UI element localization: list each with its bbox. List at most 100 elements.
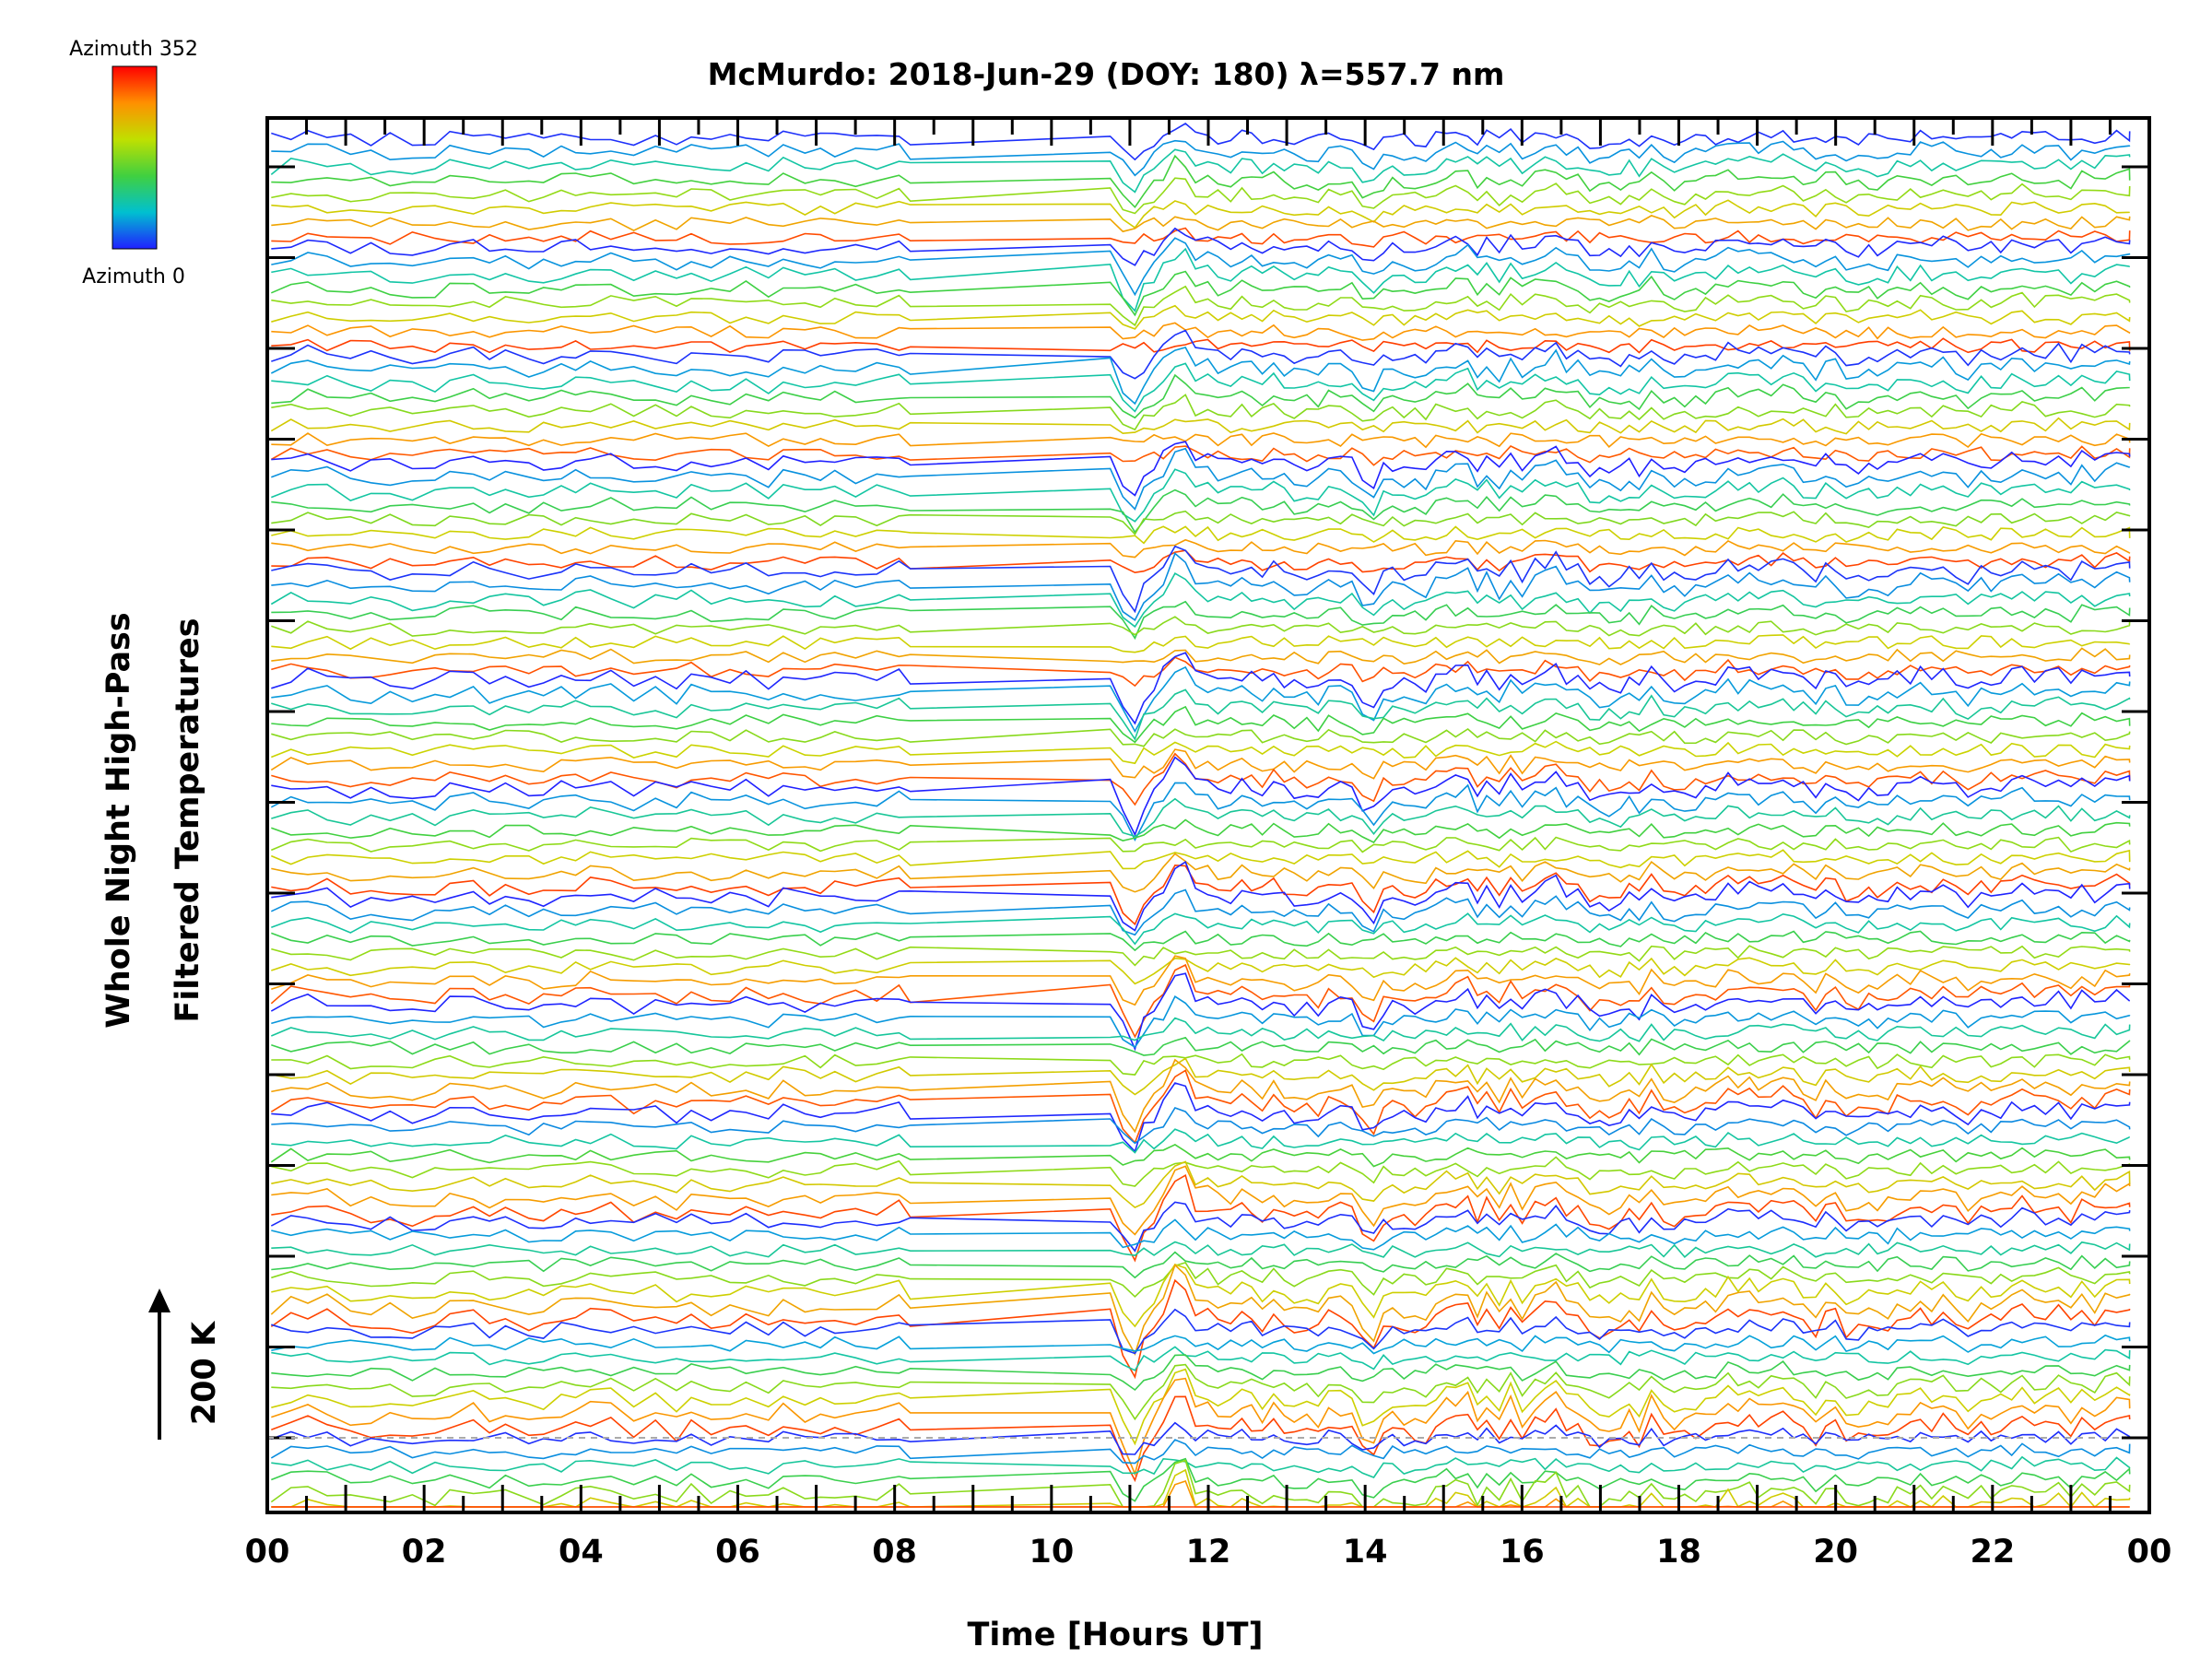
scale-indicator: 200 K <box>148 1288 223 1440</box>
series-line-54 <box>271 853 2131 893</box>
series-line-45 <box>271 740 2131 765</box>
series-line-0 <box>271 123 2131 161</box>
x-tick-label: 12 <box>1186 1534 1231 1571</box>
series-line-9 <box>271 237 2131 297</box>
series-line-92 <box>271 1363 2131 1421</box>
series-line-78 <box>271 1165 2131 1236</box>
series-line-46 <box>270 748 2131 780</box>
series-line-10 <box>271 247 2131 312</box>
series-line-64 <box>270 972 2131 1052</box>
series-line-3 <box>271 154 2131 209</box>
series-line-79 <box>271 1173 2131 1263</box>
series-line-65 <box>271 995 2131 1049</box>
series-line-99 <box>271 1457 2131 1502</box>
series-line-5 <box>271 199 2130 229</box>
series-line-25 <box>271 447 2131 511</box>
series-line-34 <box>270 571 2131 629</box>
series-line-56 <box>271 860 2131 932</box>
series-line-60 <box>271 945 2131 967</box>
series-line-27 <box>271 488 2131 534</box>
colorbar-bottom-label: Azimuth 0 <box>82 265 185 288</box>
series-line-42 <box>271 688 2131 741</box>
series-line-69 <box>271 1057 2131 1096</box>
series-line-85 <box>271 1263 2131 1328</box>
colorbar: Azimuth 352 Azimuth 0 <box>69 38 198 288</box>
series-line-52 <box>270 836 2131 853</box>
series-line-1 <box>271 139 2131 177</box>
x-tick-label: 10 <box>1029 1534 1074 1571</box>
series-line-76 <box>271 1156 2131 1187</box>
series-line-49 <box>270 782 2131 841</box>
series-line-21 <box>270 417 2131 435</box>
series-line-6 <box>271 215 2131 233</box>
x-tick-label: 06 <box>715 1534 760 1571</box>
x-tick-label: 20 <box>1813 1534 1858 1571</box>
x-tick-label: 22 <box>1970 1534 2015 1571</box>
series-line-71 <box>270 1069 2131 1145</box>
series-line-50 <box>271 797 2131 838</box>
series-line-38 <box>271 647 2131 665</box>
series-line-81 <box>271 1218 2131 1251</box>
series-line-28 <box>271 510 2131 535</box>
series-line-55 <box>271 864 2131 926</box>
series-line-51 <box>271 818 2131 844</box>
series-line-61 <box>271 957 2131 985</box>
series-line-98 <box>271 1455 2131 1478</box>
x-tick-label: 02 <box>402 1534 447 1571</box>
series-line-29 <box>271 525 2131 545</box>
plot-frame <box>265 116 2151 1514</box>
series-line-7 <box>271 227 2131 248</box>
series-line-44 <box>271 728 2131 747</box>
series-line-12 <box>271 285 2131 327</box>
series-line-100 <box>270 1459 2131 1508</box>
series-line-88 <box>271 1308 2131 1355</box>
series-line-74 <box>271 1128 2130 1154</box>
series-line-67 <box>271 1036 2131 1056</box>
chart-title: McMurdo: 2018-Jun-29 (DOY: 180) λ=557.7 … <box>708 56 1505 92</box>
series-line-66 <box>270 1017 2131 1042</box>
series-line-75 <box>270 1143 2131 1168</box>
series-line-93 <box>271 1368 2131 1446</box>
series-line-53 <box>270 849 2131 870</box>
series-line-73 <box>271 1107 2131 1145</box>
series-line-48 <box>271 756 2131 837</box>
series-line-2 <box>270 148 2131 194</box>
series-line-41 <box>271 665 2131 734</box>
series-line-77 <box>271 1160 2131 1209</box>
series-line-36 <box>271 616 2131 637</box>
series-line-95 <box>271 1395 2131 1483</box>
series-line-70 <box>271 1058 2131 1134</box>
series-line-13 <box>271 304 2131 330</box>
series-line-91 <box>271 1354 2131 1392</box>
series-line-82 <box>271 1241 2131 1259</box>
series-line-17 <box>270 347 2131 406</box>
series-line-87 <box>270 1278 2131 1380</box>
x-tick-label: 08 <box>872 1534 917 1571</box>
series-line-26 <box>271 468 2131 523</box>
x-tick-label: 00 <box>245 1534 290 1571</box>
series-line-15 <box>271 337 2131 354</box>
x-tick-label: 14 <box>1343 1534 1388 1571</box>
series-line-16 <box>271 329 2131 380</box>
series-line-84 <box>271 1261 2131 1299</box>
series-line-86 <box>270 1264 2131 1357</box>
series-line-40 <box>271 652 2131 725</box>
series-line-58 <box>271 912 2131 946</box>
series-line-62 <box>271 955 2131 1006</box>
series-line-96 <box>271 1421 2131 1455</box>
series-line-22 <box>271 432 2131 449</box>
x-tick-label: 16 <box>1500 1534 1545 1571</box>
series-line-8 <box>271 227 2131 266</box>
series-line-19 <box>271 373 2130 419</box>
series-line-20 <box>271 394 2131 431</box>
series-line-57 <box>270 888 2131 936</box>
series-line-11 <box>270 270 2131 317</box>
x-tick-label: 00 <box>2127 1534 2172 1571</box>
scale-label: 200 K <box>186 1320 223 1425</box>
series-line-90 <box>271 1346 2131 1371</box>
series-line-72 <box>271 1082 2131 1153</box>
series-line-101 <box>271 1468 2131 1509</box>
series-group <box>270 123 2131 1509</box>
series-line-30 <box>271 538 2131 559</box>
